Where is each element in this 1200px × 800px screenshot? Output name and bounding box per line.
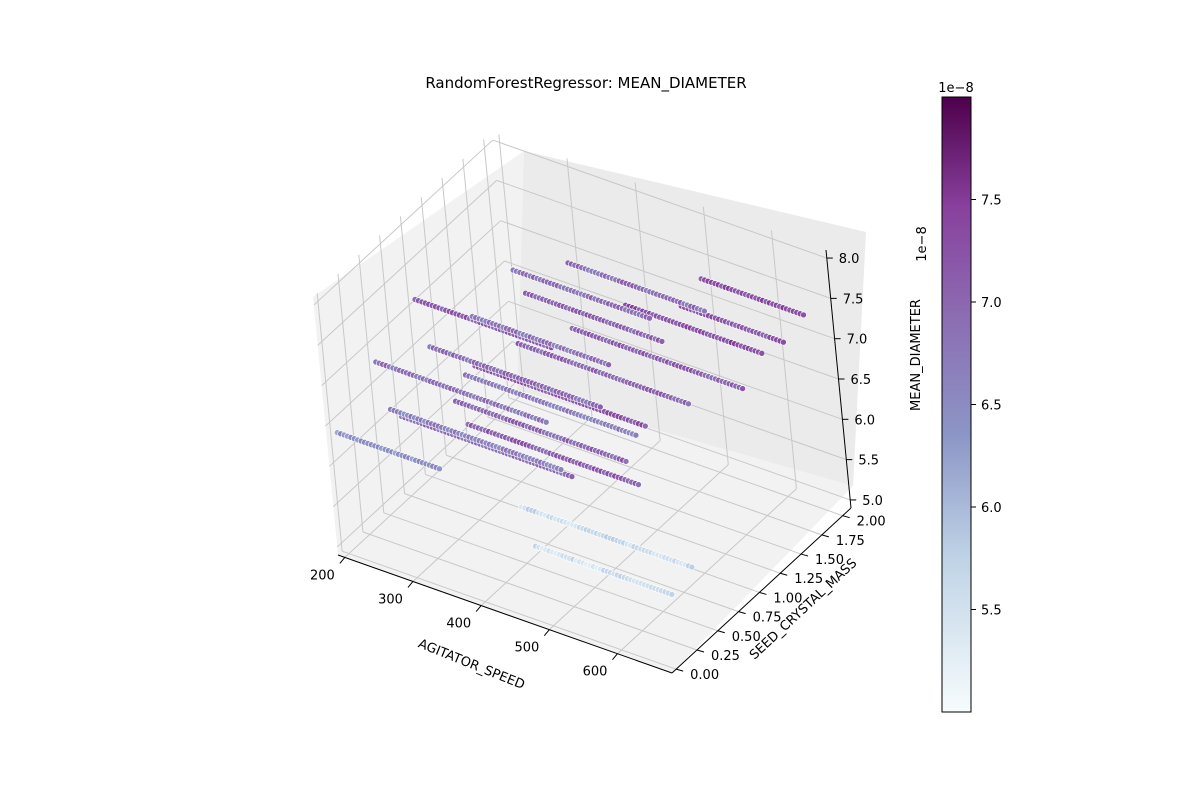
y-tick-mark [676, 668, 684, 672]
data-points [333, 259, 807, 598]
grid-line-z-back [500, 220, 835, 340]
x-axis-line [337, 554, 673, 674]
grid-line-y-floor [362, 531, 698, 651]
data-point [605, 361, 612, 369]
y-tick-label: 1.25 [794, 572, 823, 587]
grid-line-z-back [508, 300, 843, 420]
grid-line-x-floor [412, 416, 593, 582]
y-tick-mark [759, 591, 767, 595]
y-tick-mark [738, 611, 746, 615]
y-tick-label: 0.00 [690, 668, 719, 683]
pane-left [313, 151, 524, 555]
z-axis-label: MEAN_DIAMETER [909, 299, 924, 411]
z-tick-label: 6.0 [854, 413, 875, 428]
data-point [557, 466, 565, 473]
y-tick-label: 0.25 [711, 649, 740, 664]
data-point [542, 418, 550, 426]
x-tick-label: 300 [378, 592, 403, 607]
z-tick-label: 5.0 [862, 494, 883, 509]
data-point [632, 431, 640, 439]
grid-line-z-back [496, 179, 831, 299]
x-tick-mark [339, 557, 346, 564]
z-tick-label: 5.5 [858, 454, 879, 469]
data-point [688, 563, 696, 571]
x-tick-label: 400 [446, 617, 471, 632]
grid-lines [313, 134, 851, 670]
colorbar-tick-label: 6.0 [981, 501, 1002, 516]
y-tick-mark [842, 515, 850, 519]
x-tick-label: 200 [310, 568, 335, 583]
colorbar-tick-label: 7.5 [981, 194, 1002, 209]
colorbar [941, 96, 972, 713]
z-tick-label: 8.0 [839, 252, 860, 267]
grid-line-y-floor [404, 493, 739, 613]
z-tick-label: 7.5 [843, 292, 864, 307]
colorbar-tick-label: 5.5 [981, 604, 1002, 619]
y-tick-label: 1.75 [836, 534, 865, 549]
z-scale-label: 1e−8 [915, 226, 930, 261]
x-tick-mark [612, 653, 618, 661]
data-point [701, 307, 708, 315]
grid-line-z-left [313, 139, 494, 306]
grid-line-z-left [321, 220, 501, 387]
y-axis-line [671, 507, 852, 674]
colorbar-tick-label: 7.0 [981, 296, 1002, 311]
z-tick-label: 7.0 [847, 333, 868, 348]
y-tick-mark [780, 572, 788, 576]
grid-line-x-floor [617, 488, 797, 655]
y-tick-label: 1.00 [773, 591, 802, 606]
data-point [568, 473, 576, 480]
y-tick-mark [696, 649, 705, 653]
grid-line-y-floor [446, 454, 781, 574]
y-tick-label: 1.50 [815, 553, 844, 568]
colorbar-tick-label: 6.5 [981, 399, 1002, 414]
data-point [758, 349, 766, 357]
data-point [668, 591, 676, 598]
y-tick-label: 2.00 [857, 515, 886, 530]
grid-line-z-back [492, 139, 827, 259]
colorbar-ticks: 5.5 6.0 6.5 7.0 7.5 [971, 194, 1002, 619]
pane-back [517, 151, 866, 486]
z-tick-label: 6.5 [851, 373, 872, 388]
data-point [800, 311, 807, 319]
data-point [641, 422, 649, 430]
x-tick-label: 600 [583, 665, 608, 680]
grid-line-y-floor [341, 550, 677, 670]
y-tick-mark [821, 534, 829, 538]
grid-line-y-floor [383, 512, 718, 632]
grid-line-y-floor [508, 397, 843, 517]
data-point [685, 400, 692, 408]
y-tick-mark [717, 630, 725, 634]
y-tick-mark [800, 553, 809, 557]
colorbar-scale-label: 1e−8 [938, 81, 973, 96]
x-tick-mark [475, 605, 482, 612]
data-point [622, 458, 630, 465]
x-axis-label: AGITATOR_SPEED [416, 637, 527, 693]
grid-line-x-floor [344, 392, 525, 558]
data-point [646, 314, 653, 322]
x-tick-mark [543, 629, 550, 636]
x-tick-label: 500 [514, 641, 539, 656]
grid-line-z-left [325, 260, 505, 427]
data-point [635, 481, 642, 488]
grid-line-z-left [317, 180, 498, 346]
y-tick-label: 0.75 [753, 611, 782, 626]
data-point [436, 465, 443, 473]
axes: 200 300 400 500 600 0.00 0.25 0.50 0.75 1.00 1.25 1… [310, 249, 886, 683]
x-tick-mark [407, 581, 414, 588]
data-point [780, 338, 787, 346]
chart-title: RandomForestRegressor: MEAN_DIAMETER [425, 74, 746, 93]
y-tick-label: 0.50 [732, 630, 761, 645]
data-point [596, 403, 604, 411]
data-point [739, 385, 746, 392]
data-point [658, 338, 666, 345]
grid-line-y-floor [487, 416, 823, 536]
